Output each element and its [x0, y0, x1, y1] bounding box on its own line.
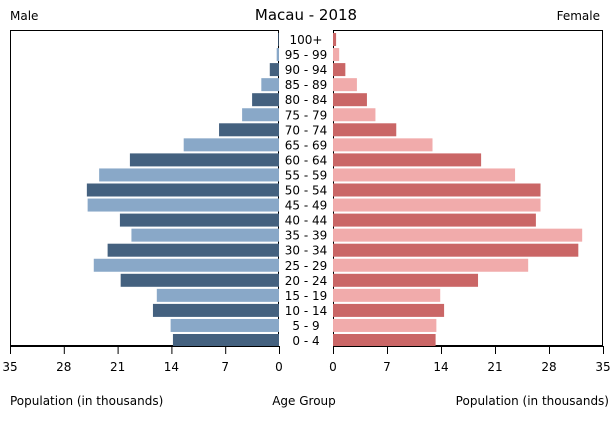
- age-group-label: 25 - 29: [285, 259, 328, 273]
- age-group-label: 10 - 14: [285, 304, 328, 318]
- female-bar: [333, 273, 479, 287]
- age-group-label: 30 - 34: [285, 244, 328, 258]
- age-group-label: 75 - 79: [285, 108, 328, 122]
- female-bar: [333, 183, 541, 197]
- male-bar: [261, 78, 279, 92]
- female-bar: [333, 63, 346, 77]
- female-bar: [333, 33, 337, 46]
- female-bar: [333, 93, 367, 107]
- age-group-label: 95 - 99: [285, 48, 328, 62]
- chart-title: Macau - 2018: [255, 6, 357, 24]
- male-x-axis: 35 28 21 14 7 0: [2, 346, 283, 374]
- age-group-label: 60 - 64: [285, 153, 328, 167]
- male-bar: [107, 243, 279, 257]
- axis-tick-label: 7: [221, 360, 229, 374]
- age-group-label: 0 - 4: [292, 334, 319, 348]
- female-bar: [333, 288, 441, 302]
- center-axis-title: Age Group: [272, 394, 336, 408]
- female-bar: [333, 213, 536, 227]
- female-axis-title: Population (in thousands): [456, 394, 609, 408]
- axis-tick-label: 14: [433, 360, 448, 374]
- female-bar: [333, 198, 541, 212]
- axis-tick-label: 28: [56, 360, 71, 374]
- male-bar: [120, 273, 279, 287]
- age-group-label: 45 - 49: [285, 199, 328, 213]
- male-bar: [269, 63, 279, 77]
- male-bar: [170, 318, 279, 332]
- male-bar: [129, 153, 279, 167]
- female-bar: [333, 228, 583, 242]
- male-bar: [278, 33, 279, 46]
- age-group-label: 5 - 9: [292, 319, 319, 333]
- male-bar: [276, 48, 279, 62]
- female-bar: [333, 123, 397, 137]
- axis-tick-label: 14: [164, 360, 179, 374]
- female-bar: [333, 168, 516, 182]
- male-bar: [156, 288, 279, 302]
- age-group-label: 40 - 44: [285, 214, 328, 228]
- male-bar: [93, 258, 280, 272]
- age-group-label: 70 - 74: [285, 123, 328, 137]
- age-group-label: 50 - 54: [285, 184, 328, 198]
- axis-tick-label: 35: [2, 360, 17, 374]
- age-group-label: 80 - 84: [285, 93, 328, 107]
- male-label: Male: [10, 9, 38, 23]
- female-bar: [333, 258, 529, 272]
- age-group-label: 35 - 39: [285, 229, 328, 243]
- male-bar: [219, 123, 279, 137]
- female-bar: [333, 334, 436, 347]
- age-group-label: 65 - 69: [285, 138, 328, 152]
- age-group-label: 90 - 94: [285, 63, 328, 77]
- male-bar: [119, 213, 279, 227]
- axis-tick-label: 0: [329, 360, 337, 374]
- age-group-label: 85 - 89: [285, 78, 328, 92]
- age-group-label: 15 - 19: [285, 289, 328, 303]
- male-bar: [252, 93, 279, 107]
- female-bar: [333, 243, 579, 257]
- female-bar: [333, 318, 437, 332]
- female-bar: [333, 153, 482, 167]
- female-bar: [333, 48, 340, 62]
- male-bar: [86, 183, 279, 197]
- female-bar: [333, 78, 357, 92]
- male-bars: [86, 33, 280, 347]
- age-group-label: 55 - 59: [285, 168, 328, 182]
- male-bar: [152, 303, 279, 317]
- axis-tick-label: 21: [487, 360, 502, 374]
- male-bar: [172, 334, 279, 347]
- axis-tick-label: 0: [275, 360, 283, 374]
- male-bar: [242, 108, 279, 122]
- male-bar: [131, 228, 279, 242]
- female-bar: [333, 108, 376, 122]
- female-label: Female: [557, 9, 600, 23]
- female-bar: [333, 303, 445, 317]
- female-bars: [333, 33, 583, 347]
- age-group-label: 100+: [290, 33, 323, 47]
- axis-tick-label: 28: [541, 360, 556, 374]
- male-bar: [183, 138, 279, 152]
- female-x-axis: 0 7 14 21 28 35: [329, 346, 610, 374]
- male-bar: [99, 168, 280, 182]
- axis-tick-label: 35: [595, 360, 610, 374]
- male-axis-title: Population (in thousands): [10, 394, 163, 408]
- age-group-label: 20 - 24: [285, 274, 328, 288]
- axis-tick-label: 21: [110, 360, 125, 374]
- male-bar: [87, 198, 279, 212]
- female-bar: [333, 138, 433, 152]
- axis-tick-label: 7: [383, 360, 391, 374]
